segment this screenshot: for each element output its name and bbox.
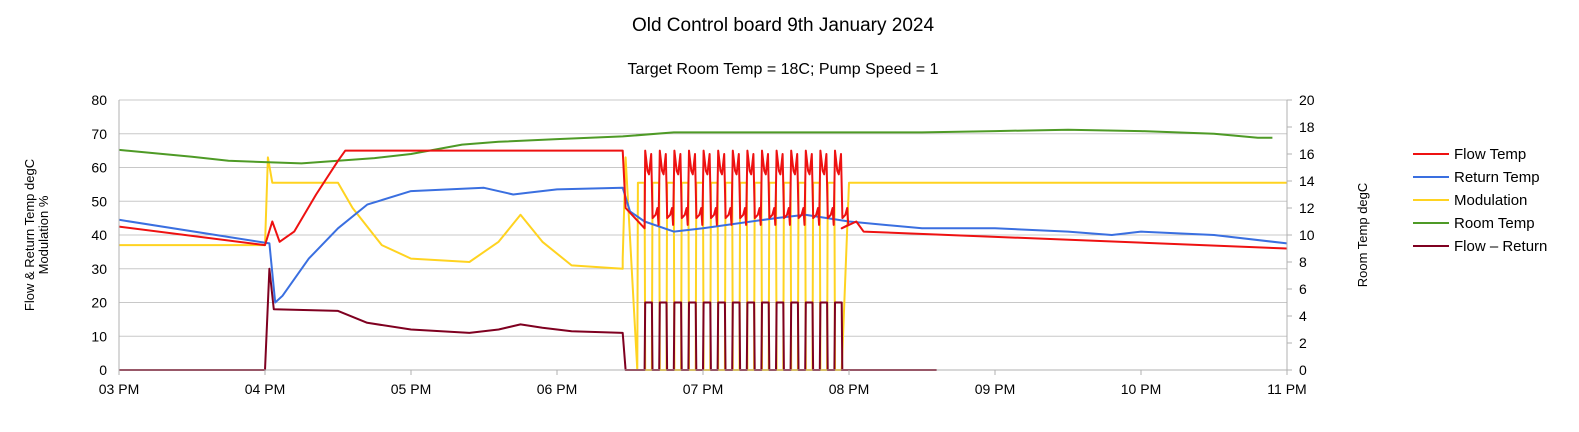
y-tick-right: 10 xyxy=(1299,227,1315,243)
y-tick-right: 8 xyxy=(1299,254,1307,270)
x-tick: 03 PM xyxy=(99,381,139,397)
x-tick: 07 PM xyxy=(683,381,723,397)
x-tick: 05 PM xyxy=(391,381,431,397)
chart-subtitle: Target Room Temp = 18C; Pump Speed = 1 xyxy=(628,61,939,78)
plot-area xyxy=(118,128,1288,371)
y-tick-left: 20 xyxy=(91,295,107,311)
y-tick-right: 12 xyxy=(1299,200,1315,216)
y-tick-left: 60 xyxy=(91,160,107,176)
x-tick: 06 PM xyxy=(537,381,577,397)
x-tick: 09 PM xyxy=(975,381,1015,397)
series-diff-line xyxy=(119,267,937,371)
y-tick-right: 0 xyxy=(1299,362,1307,378)
y-tick-right: 4 xyxy=(1299,308,1307,324)
y-axis-right-label: Room Temp degC xyxy=(1355,183,1370,288)
y-axis-left-label-line1: Flow & Return Temp degC xyxy=(22,159,37,311)
y-tick-left: 70 xyxy=(91,126,107,142)
series-room-line xyxy=(118,128,1273,165)
y-tick-right: 20 xyxy=(1299,92,1315,108)
axes: 0 10 20 30 40 50 60 70 80 0 2 4 6 8 10 12 14 16 18 20 03 PM 0… xyxy=(91,92,1314,397)
y-tick-left: 40 xyxy=(91,227,107,243)
y-tick-left: 30 xyxy=(91,261,107,277)
legend-label-diff: Flow – Return xyxy=(1454,238,1547,255)
y-tick-right: 2 xyxy=(1299,335,1307,351)
y-tick-left: 0 xyxy=(99,362,107,378)
series-flow-line xyxy=(118,149,1288,250)
legend-label-room: Room Temp xyxy=(1454,215,1535,232)
x-tick: 04 PM xyxy=(245,381,285,397)
y-tick-left: 10 xyxy=(91,328,107,344)
legend-label-modulation: Modulation xyxy=(1454,192,1527,209)
y-tick-right: 14 xyxy=(1299,173,1315,189)
legend: Flow Temp Return Temp Modulation Room Temp F… xyxy=(1413,146,1547,255)
y-tick-right: 16 xyxy=(1299,146,1315,162)
x-tick: 08 PM xyxy=(829,381,869,397)
y-tick-right: 18 xyxy=(1299,119,1315,135)
x-tick: 10 PM xyxy=(1121,381,1161,397)
y-tick-left: 50 xyxy=(91,193,107,209)
x-tick: 11 PM xyxy=(1267,381,1306,397)
y-tick-right: 6 xyxy=(1299,281,1307,297)
legend-label-return: Return Temp xyxy=(1454,169,1540,186)
chart-title: Old Control board 9th January 2024 xyxy=(632,15,935,36)
legend-label-flow: Flow Temp xyxy=(1454,146,1526,163)
y-axis-left-label-line2: Modulation % xyxy=(36,195,51,274)
y-tick-left: 80 xyxy=(91,92,107,108)
